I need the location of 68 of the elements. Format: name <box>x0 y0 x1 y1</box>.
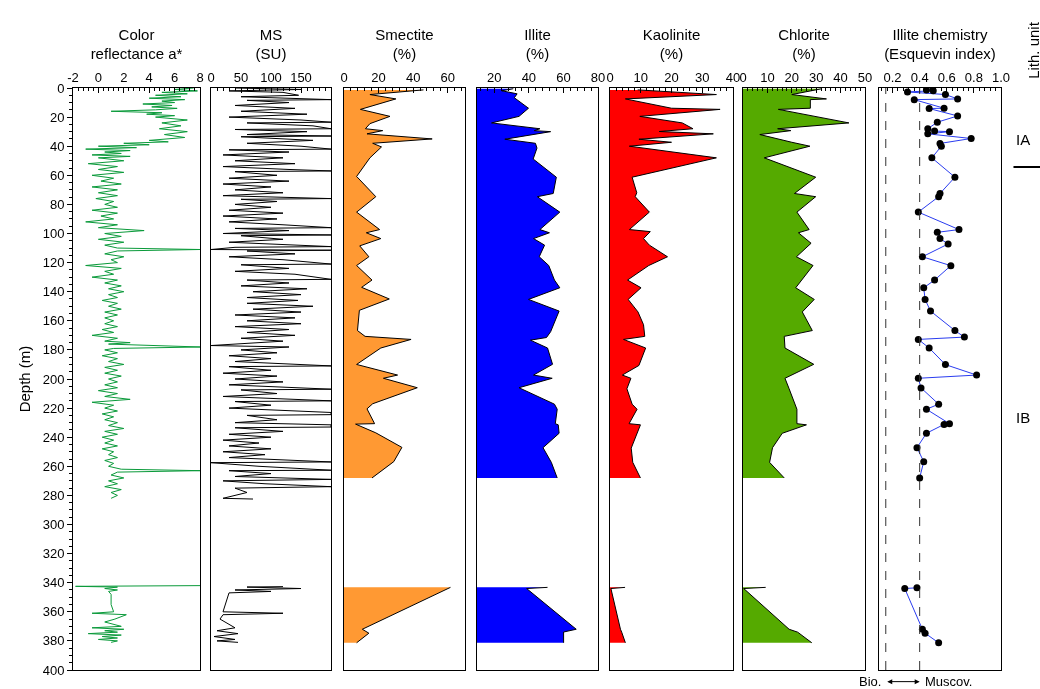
y-tick-label: 300 <box>42 517 65 533</box>
x-tick-label: 20 <box>784 69 800 85</box>
x-tick-label: 0 <box>94 69 103 85</box>
x-tick-label: 20 <box>371 69 386 85</box>
text: IA <box>1016 131 1031 148</box>
y-tick-label: 280 <box>42 487 65 503</box>
x-tick-label: 60 <box>440 69 455 85</box>
x-tick-label: 20 <box>487 69 502 85</box>
y-tick-label: 380 <box>42 633 65 649</box>
x-tick-label: 0 <box>606 69 614 85</box>
x-tick-label: 0 <box>340 69 348 85</box>
y-tick-label: 100 <box>42 226 65 242</box>
x-tick-label: 0 <box>739 69 747 85</box>
x-tick-label: 0.4 <box>910 69 929 85</box>
y-tick-label: 180 <box>42 342 65 358</box>
y-tick-label: 60 <box>49 167 65 183</box>
x-tick-label: 40 <box>405 69 421 85</box>
x-tick-label: 1.0 <box>991 69 1011 85</box>
x-axis-title: MS (SU) <box>255 25 287 63</box>
x-axis-title: Illite chemistry (Esquevin index) <box>884 25 996 63</box>
x-axis-title: Color reflectance a* <box>90 25 183 63</box>
x-tick-label: 6 <box>170 69 179 85</box>
x-tick-label: 150 <box>290 69 312 85</box>
x-axis-title: Kaolinite (%) <box>642 25 701 63</box>
y-tick-label: 260 <box>42 458 65 474</box>
text: IB <box>1016 409 1031 426</box>
y-tick-label: 320 <box>42 546 65 562</box>
x-tick-label: 0.6 <box>937 69 956 85</box>
x-tick-label: 50 <box>857 69 873 85</box>
x-tick-label: 10 <box>633 69 648 85</box>
x-tick-label: 0.2 <box>883 69 902 85</box>
x-tick-label: 40 <box>725 69 741 85</box>
y-tick-label: 360 <box>42 604 65 620</box>
y-tick-label: 140 <box>42 284 65 300</box>
x-tick-label: 40 <box>521 69 537 85</box>
x-tick-label: 2 <box>120 69 128 85</box>
x-tick-label: 100 <box>260 69 282 85</box>
ref-line-label: Bio. <box>859 674 882 689</box>
y-tick-label: 160 <box>42 313 65 329</box>
x-tick-label: 40 <box>833 69 848 85</box>
y-tick-label: 120 <box>42 255 65 271</box>
x-tick-label: 20 <box>664 69 679 85</box>
x-axis-title: Chlorite (%) <box>778 25 830 63</box>
y-tick-label: 400 <box>42 662 65 678</box>
x-tick-label: 0.8 <box>964 69 983 85</box>
ref-line-label: Muscov. <box>925 674 973 689</box>
x-tick-label: 80 <box>590 69 606 85</box>
y-tick-label: 80 <box>49 196 65 212</box>
text: Lith. unit <box>1024 21 1040 79</box>
y-tick-label: 20 <box>49 109 65 125</box>
y-tick-label: 220 <box>42 400 65 416</box>
x-tick-label: 10 <box>760 69 775 85</box>
x-tick-label: 30 <box>695 69 710 85</box>
x-tick-label: 8 <box>196 69 204 85</box>
x-tick-label: 4 <box>145 69 153 85</box>
y-tick-label: 40 <box>49 138 65 154</box>
x-tick-label: 0 <box>207 69 215 85</box>
x-tick-label: 60 <box>556 69 571 85</box>
x-axis-title: Smectite (%) <box>375 25 434 63</box>
y-tick-label: 240 <box>42 429 65 445</box>
y-tick-label: 200 <box>42 371 65 387</box>
x-axis-title: Illite (%) <box>524 25 551 63</box>
y-tick-label: 0 <box>57 80 65 96</box>
x-tick-label: 30 <box>808 69 824 85</box>
x-tick-label: -2 <box>67 69 79 85</box>
y-axis-title: Depth (m) <box>15 345 33 413</box>
y-tick-label: 340 <box>42 575 65 591</box>
x-tick-label: 50 <box>233 69 249 85</box>
